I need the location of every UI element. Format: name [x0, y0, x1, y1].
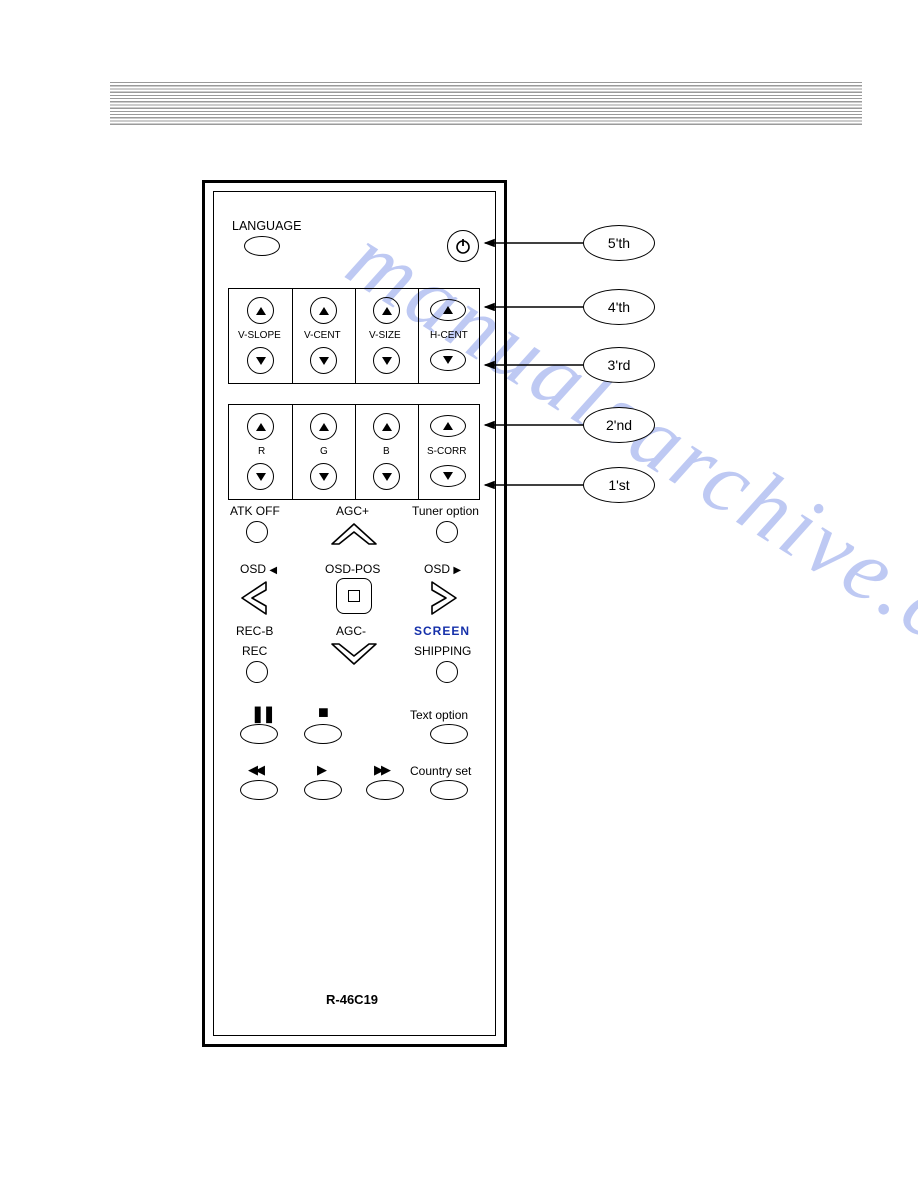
- callout-arrows: [0, 0, 918, 1188]
